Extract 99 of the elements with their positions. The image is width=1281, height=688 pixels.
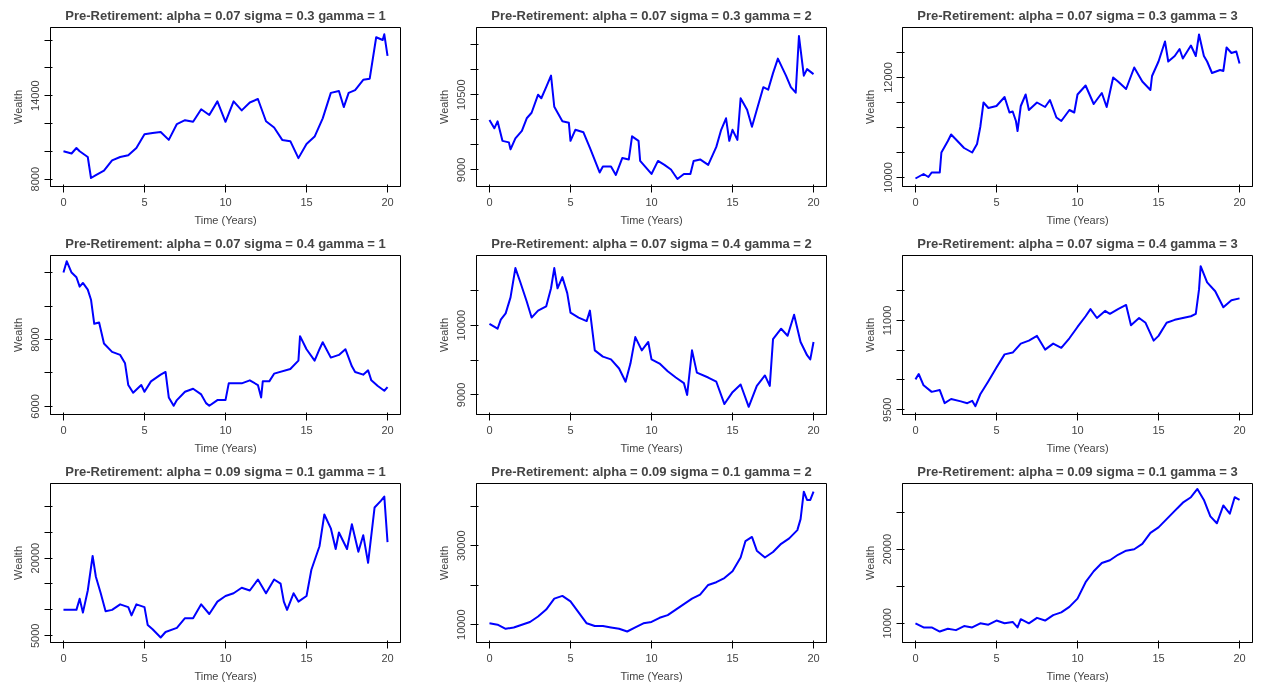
y-axis-title: Wealth xyxy=(863,317,876,353)
line-series xyxy=(62,495,389,639)
x-tick-label: 10 xyxy=(219,651,232,664)
y-tick-label: 12000 xyxy=(881,62,894,93)
y-axis-title: Wealth xyxy=(437,89,450,125)
x-tick-label: 0 xyxy=(912,423,919,436)
x-tick-label: 15 xyxy=(300,651,313,664)
chart-title: Pre-Retirement: alpha = 0.09 sigma = 0.1 gamma = 1 xyxy=(65,463,386,479)
x-axis-title: Time (Years) xyxy=(1046,441,1109,454)
y-tick-label: 20000 xyxy=(29,542,42,574)
chart-title: Pre-Retirement: alpha = 0.09 sigma = 0.1 gamma = 2 xyxy=(491,463,812,479)
chart-title: Pre-Retirement: alpha = 0.07 sigma = 0.3 gamma = 3 xyxy=(917,7,1238,23)
x-tick-label: 10 xyxy=(645,651,658,664)
y-axis-title: Wealth xyxy=(437,317,450,353)
y-tick-label: 11000 xyxy=(881,305,894,336)
line-series xyxy=(488,490,815,633)
x-tick-label: 15 xyxy=(1152,195,1165,208)
x-tick-label: 20 xyxy=(1233,423,1246,436)
x-tick-label: 15 xyxy=(1152,423,1165,436)
x-tick-label: 5 xyxy=(993,651,1000,664)
line-series xyxy=(914,265,1241,408)
line-series xyxy=(62,33,389,180)
x-tick-label: 15 xyxy=(300,195,313,208)
chart-title: Pre-Retirement: alpha = 0.07 sigma = 0.3 gamma = 1 xyxy=(65,7,386,23)
y-axis-title: Wealth xyxy=(863,545,876,581)
x-tick-label: 0 xyxy=(486,423,493,436)
x-tick-label: 15 xyxy=(1152,651,1165,664)
x-tick-label: 0 xyxy=(486,651,493,664)
x-tick-label: 5 xyxy=(141,195,148,208)
y-tick-label: 20000 xyxy=(881,533,894,565)
x-tick-label: 5 xyxy=(567,195,574,208)
y-axis-title: Wealth xyxy=(437,545,450,581)
x-axis-title: Time (Years) xyxy=(194,213,257,226)
x-tick-label: 20 xyxy=(807,651,820,664)
x-tick-label: 15 xyxy=(726,195,739,208)
x-tick-label: 10 xyxy=(1071,195,1084,208)
y-axis-title: Wealth xyxy=(863,89,876,125)
y-axis-title: Wealth xyxy=(11,545,24,581)
x-axis-title: Time (Years) xyxy=(1046,669,1109,682)
x-axis-title: Time (Years) xyxy=(620,213,683,226)
y-tick-label: 10000 xyxy=(881,162,894,193)
y-axis-title: Wealth xyxy=(11,317,24,353)
line-series xyxy=(914,33,1241,180)
y-tick-label: 5000 xyxy=(29,623,42,648)
y-tick-label: 10000 xyxy=(455,609,468,640)
x-axis-title: Time (Years) xyxy=(620,441,683,454)
chart-title: Pre-Retirement: alpha = 0.07 sigma = 0.4 gamma = 2 xyxy=(491,235,812,251)
x-tick-label: 0 xyxy=(60,195,67,208)
x-tick-label: 15 xyxy=(300,423,313,436)
x-tick-label: 0 xyxy=(60,423,67,436)
x-tick-label: 15 xyxy=(726,423,739,436)
x-tick-label: 10 xyxy=(645,195,658,208)
x-tick-label: 20 xyxy=(807,195,820,208)
x-tick-label: 15 xyxy=(726,651,739,664)
x-tick-label: 0 xyxy=(60,651,67,664)
x-tick-label: 5 xyxy=(141,423,148,436)
line-series xyxy=(914,487,1241,633)
x-tick-label: 10 xyxy=(219,423,232,436)
line-series xyxy=(488,267,815,408)
y-tick-label: 8000 xyxy=(29,166,42,192)
chart-title: Pre-Retirement: alpha = 0.09 sigma = 0.1 gamma = 3 xyxy=(917,463,1238,479)
y-tick-label: 8000 xyxy=(29,327,42,352)
chart-title: Pre-Retirement: alpha = 0.07 sigma = 0.3 gamma = 2 xyxy=(491,7,812,23)
y-tick-label: 9000 xyxy=(455,157,468,183)
y-tick-label: 10000 xyxy=(881,608,894,639)
x-axis-title: Time (Years) xyxy=(194,441,257,454)
x-tick-label: 10 xyxy=(645,423,658,436)
x-tick-label: 10 xyxy=(219,195,232,208)
x-tick-label: 20 xyxy=(381,651,394,664)
x-tick-label: 5 xyxy=(141,651,148,664)
x-axis-title: Time (Years) xyxy=(194,669,257,682)
x-tick-label: 5 xyxy=(993,195,1000,208)
y-tick-label: 10000 xyxy=(455,309,468,341)
x-axis-title: Time (Years) xyxy=(620,669,683,682)
x-tick-label: 0 xyxy=(486,195,493,208)
x-tick-label: 0 xyxy=(912,651,919,664)
y-tick-label: 9500 xyxy=(881,397,894,422)
x-tick-label: 20 xyxy=(381,423,394,436)
x-tick-label: 20 xyxy=(807,423,820,436)
chart-title: Pre-Retirement: alpha = 0.07 sigma = 0.4 gamma = 3 xyxy=(917,235,1238,251)
line-series xyxy=(488,35,815,180)
x-tick-label: 20 xyxy=(381,195,394,208)
x-tick-label: 10 xyxy=(1071,423,1084,436)
y-tick-label: 30000 xyxy=(455,530,468,561)
x-tick-label: 20 xyxy=(1233,651,1246,664)
x-axis-title: Time (Years) xyxy=(1046,213,1109,226)
x-tick-label: 5 xyxy=(567,423,574,436)
x-tick-label: 10 xyxy=(1071,651,1084,664)
x-tick-label: 5 xyxy=(993,423,1000,436)
y-axis-title: Wealth xyxy=(11,89,24,125)
line-series xyxy=(62,260,389,407)
x-tick-label: 20 xyxy=(1233,195,1246,208)
chart-title: Pre-Retirement: alpha = 0.07 sigma = 0.4 gamma = 1 xyxy=(65,235,386,251)
x-tick-label: 5 xyxy=(567,651,574,664)
y-tick-label: 14000 xyxy=(29,80,42,111)
x-tick-label: 0 xyxy=(912,195,919,208)
y-tick-label: 9000 xyxy=(455,382,468,408)
y-tick-label: 10500 xyxy=(455,79,468,111)
y-tick-label: 6000 xyxy=(29,394,42,419)
